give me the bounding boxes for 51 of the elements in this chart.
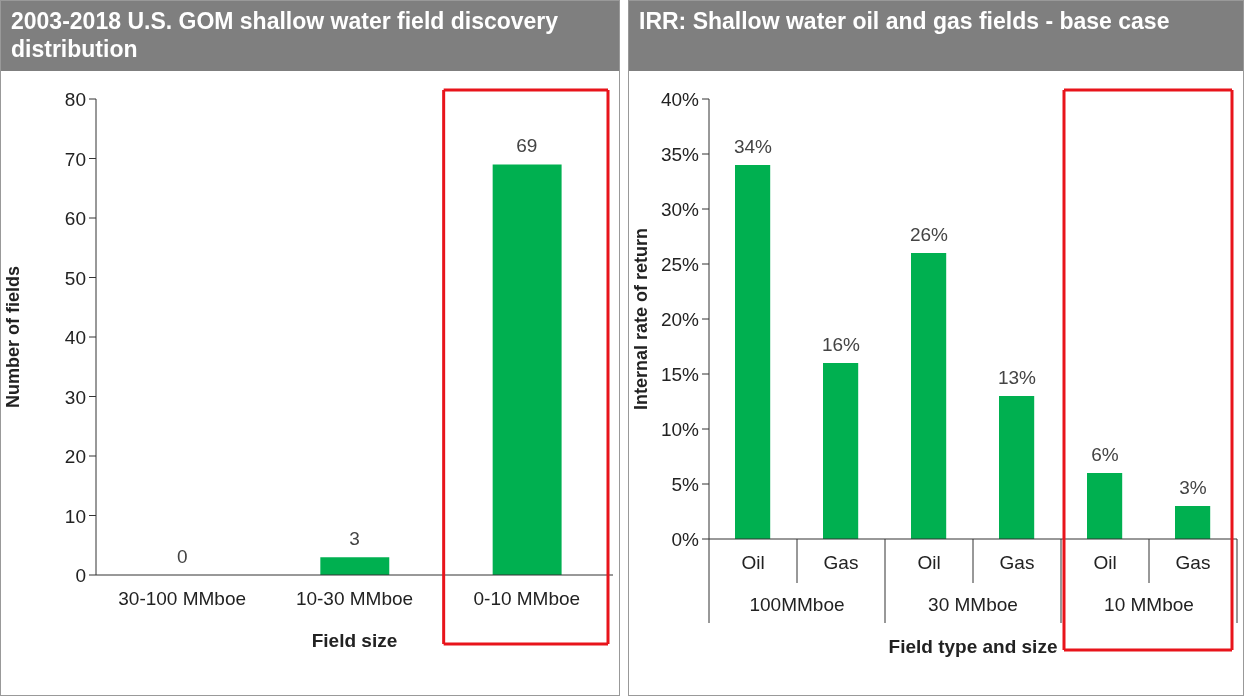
y-tick-label: 60	[64, 208, 86, 229]
y-axis-title: Internal rate of return	[631, 227, 652, 411]
y-tick-label: 25%	[660, 254, 700, 275]
x-tick-label: 10-30 MMboe	[295, 588, 414, 609]
bar	[735, 165, 771, 539]
x-axis-title: Field size	[311, 630, 398, 651]
y-tick-label: 30	[64, 386, 86, 408]
y-tick-label: 40%	[660, 89, 700, 110]
bar	[999, 396, 1035, 539]
data-label: 3%	[1179, 477, 1207, 498]
text: 10 MMboe	[1104, 594, 1194, 615]
data-label: 26%	[909, 224, 949, 245]
y-tick-label: 20%	[660, 309, 700, 330]
y-tick-label: 0	[75, 565, 86, 586]
x-tick-label: Gas	[999, 552, 1035, 573]
text: 100MMboe	[749, 594, 845, 615]
bar	[823, 363, 859, 539]
data-label: 34%	[733, 136, 773, 157]
chart-title: IRR: Shallow water oil and gas fields - base case	[629, 1, 1243, 71]
y-tick-label: 15%	[660, 364, 700, 385]
data-label: 69	[516, 135, 538, 157]
y-tick-label: 50	[64, 267, 86, 289]
x-axis-title: Field type and size	[888, 636, 1058, 657]
x-tick-label: Oil	[741, 552, 765, 573]
bar	[1175, 506, 1211, 539]
chart-title: 2003-2018 U.S. GOM shallow water field discovery distribution	[1, 1, 619, 71]
y-tick-label: 35%	[660, 144, 700, 165]
y-tick-label: 30%	[660, 199, 700, 220]
y-tick-label: 5%	[671, 474, 700, 495]
x-tick-label: 0-10 MMboe	[473, 588, 581, 609]
bar	[1087, 473, 1123, 539]
text: 30 MMboe	[928, 594, 1018, 615]
data-label: 16%	[821, 334, 861, 355]
x-tick-label: 30-100 MMboe	[118, 588, 247, 609]
data-label: 6%	[1091, 444, 1119, 465]
y-tick-label: 10%	[660, 419, 700, 440]
y-tick-label: 70	[64, 148, 86, 170]
y-tick-label: 10	[64, 505, 86, 527]
x-tick-label: Oil	[1093, 552, 1117, 573]
x-tick-label: Gas	[1175, 552, 1211, 573]
y-tick-label: 80	[64, 89, 86, 110]
data-label: 0	[176, 546, 188, 567]
bar	[911, 253, 947, 539]
data-label: 13%	[997, 367, 1037, 388]
y-axis-title: Number of fields	[3, 265, 24, 409]
y-tick-label: 20	[64, 446, 86, 467]
x-tick-label: Gas	[823, 552, 859, 573]
y-tick-label: 0%	[671, 529, 700, 550]
y-tick-label: 40	[64, 327, 86, 348]
x-tick-label: Oil	[917, 552, 941, 573]
data-label: 3	[349, 528, 360, 550]
